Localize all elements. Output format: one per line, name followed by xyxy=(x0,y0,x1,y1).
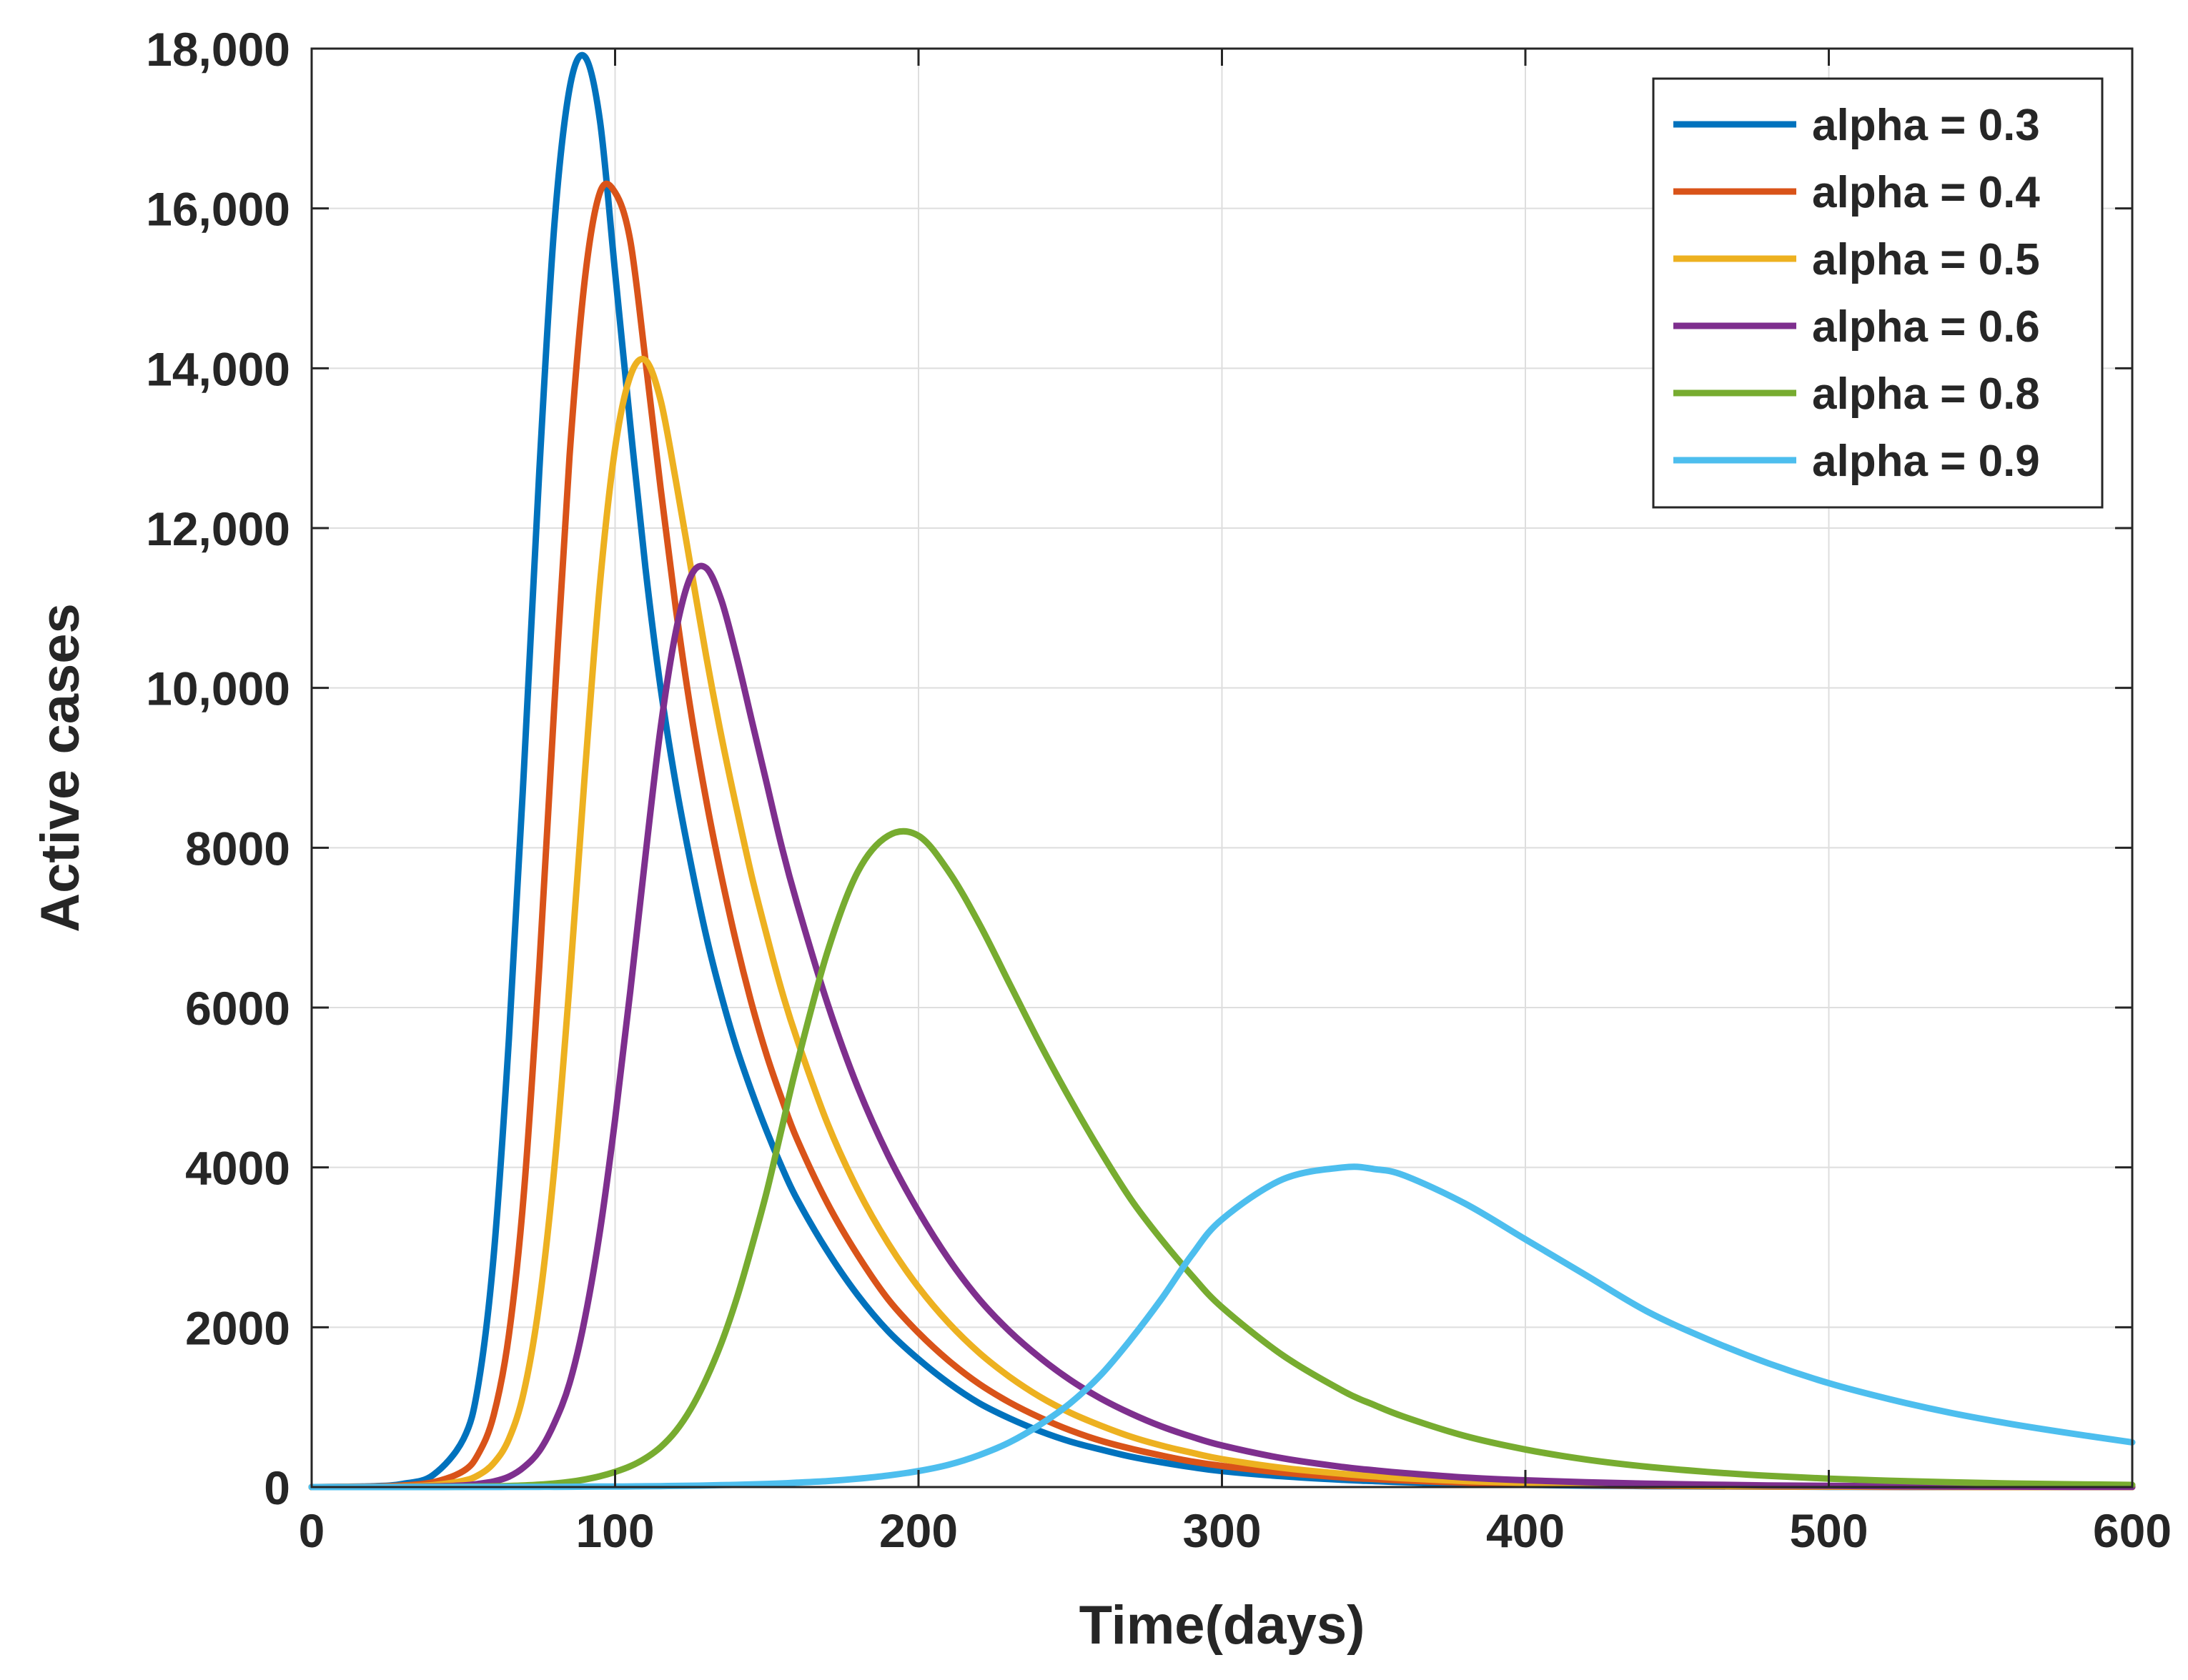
y-tick-label: 0 xyxy=(264,1461,290,1514)
legend-label-5: alpha = 0.8 xyxy=(1812,369,2040,419)
legend-label-4: alpha = 0.6 xyxy=(1812,302,2040,352)
y-tick-label: 10,000 xyxy=(146,662,290,715)
y-tick-label: 18,000 xyxy=(146,23,290,76)
y-tick-label: 2000 xyxy=(185,1301,290,1354)
y-tick-label: 14,000 xyxy=(146,342,290,395)
y-tick-label: 6000 xyxy=(185,982,290,1035)
x-tick-labels: 0 100 200 300 400 500 600 xyxy=(299,1504,2172,1557)
series-line-4 xyxy=(308,562,2136,1491)
x-axis-label: Time(days) xyxy=(1079,1595,1365,1656)
legend-box xyxy=(1652,77,2104,509)
legend-label-6: alpha = 0.9 xyxy=(1812,437,2040,486)
legend-label-3: alpha = 0.5 xyxy=(1812,235,2040,284)
legend-label-2: alpha = 0.4 xyxy=(1812,168,2040,217)
y-tick-label: 4000 xyxy=(185,1142,290,1195)
x-tick-label: 0 xyxy=(299,1504,325,1557)
y-tick-label: 12,000 xyxy=(146,502,290,555)
series-line-5 xyxy=(308,827,2136,1491)
y-axis-label: Active cases xyxy=(30,603,91,933)
tick-marks xyxy=(310,47,2134,1488)
legend-label-1: alpha = 0.3 xyxy=(1812,101,2040,150)
x-tick-label: 300 xyxy=(1182,1504,1261,1557)
legend: alpha = 0.3 alpha = 0.4 alpha = 0.5 alpha =… xyxy=(1652,77,2104,509)
x-tick-label: 100 xyxy=(575,1504,654,1557)
x-tick-label: 600 xyxy=(2093,1504,2172,1557)
x-tick-label: 200 xyxy=(879,1504,958,1557)
y-tick-labels: 0 2000 4000 6000 8000 10,000 12,000 14,000 16,00… xyxy=(146,23,290,1514)
x-tick-label: 400 xyxy=(1486,1504,1565,1557)
series-lines xyxy=(308,51,2136,1491)
y-tick-label: 8000 xyxy=(185,822,290,875)
y-tick-label: 16,000 xyxy=(146,183,290,236)
x-tick-label: 500 xyxy=(1789,1504,1868,1557)
